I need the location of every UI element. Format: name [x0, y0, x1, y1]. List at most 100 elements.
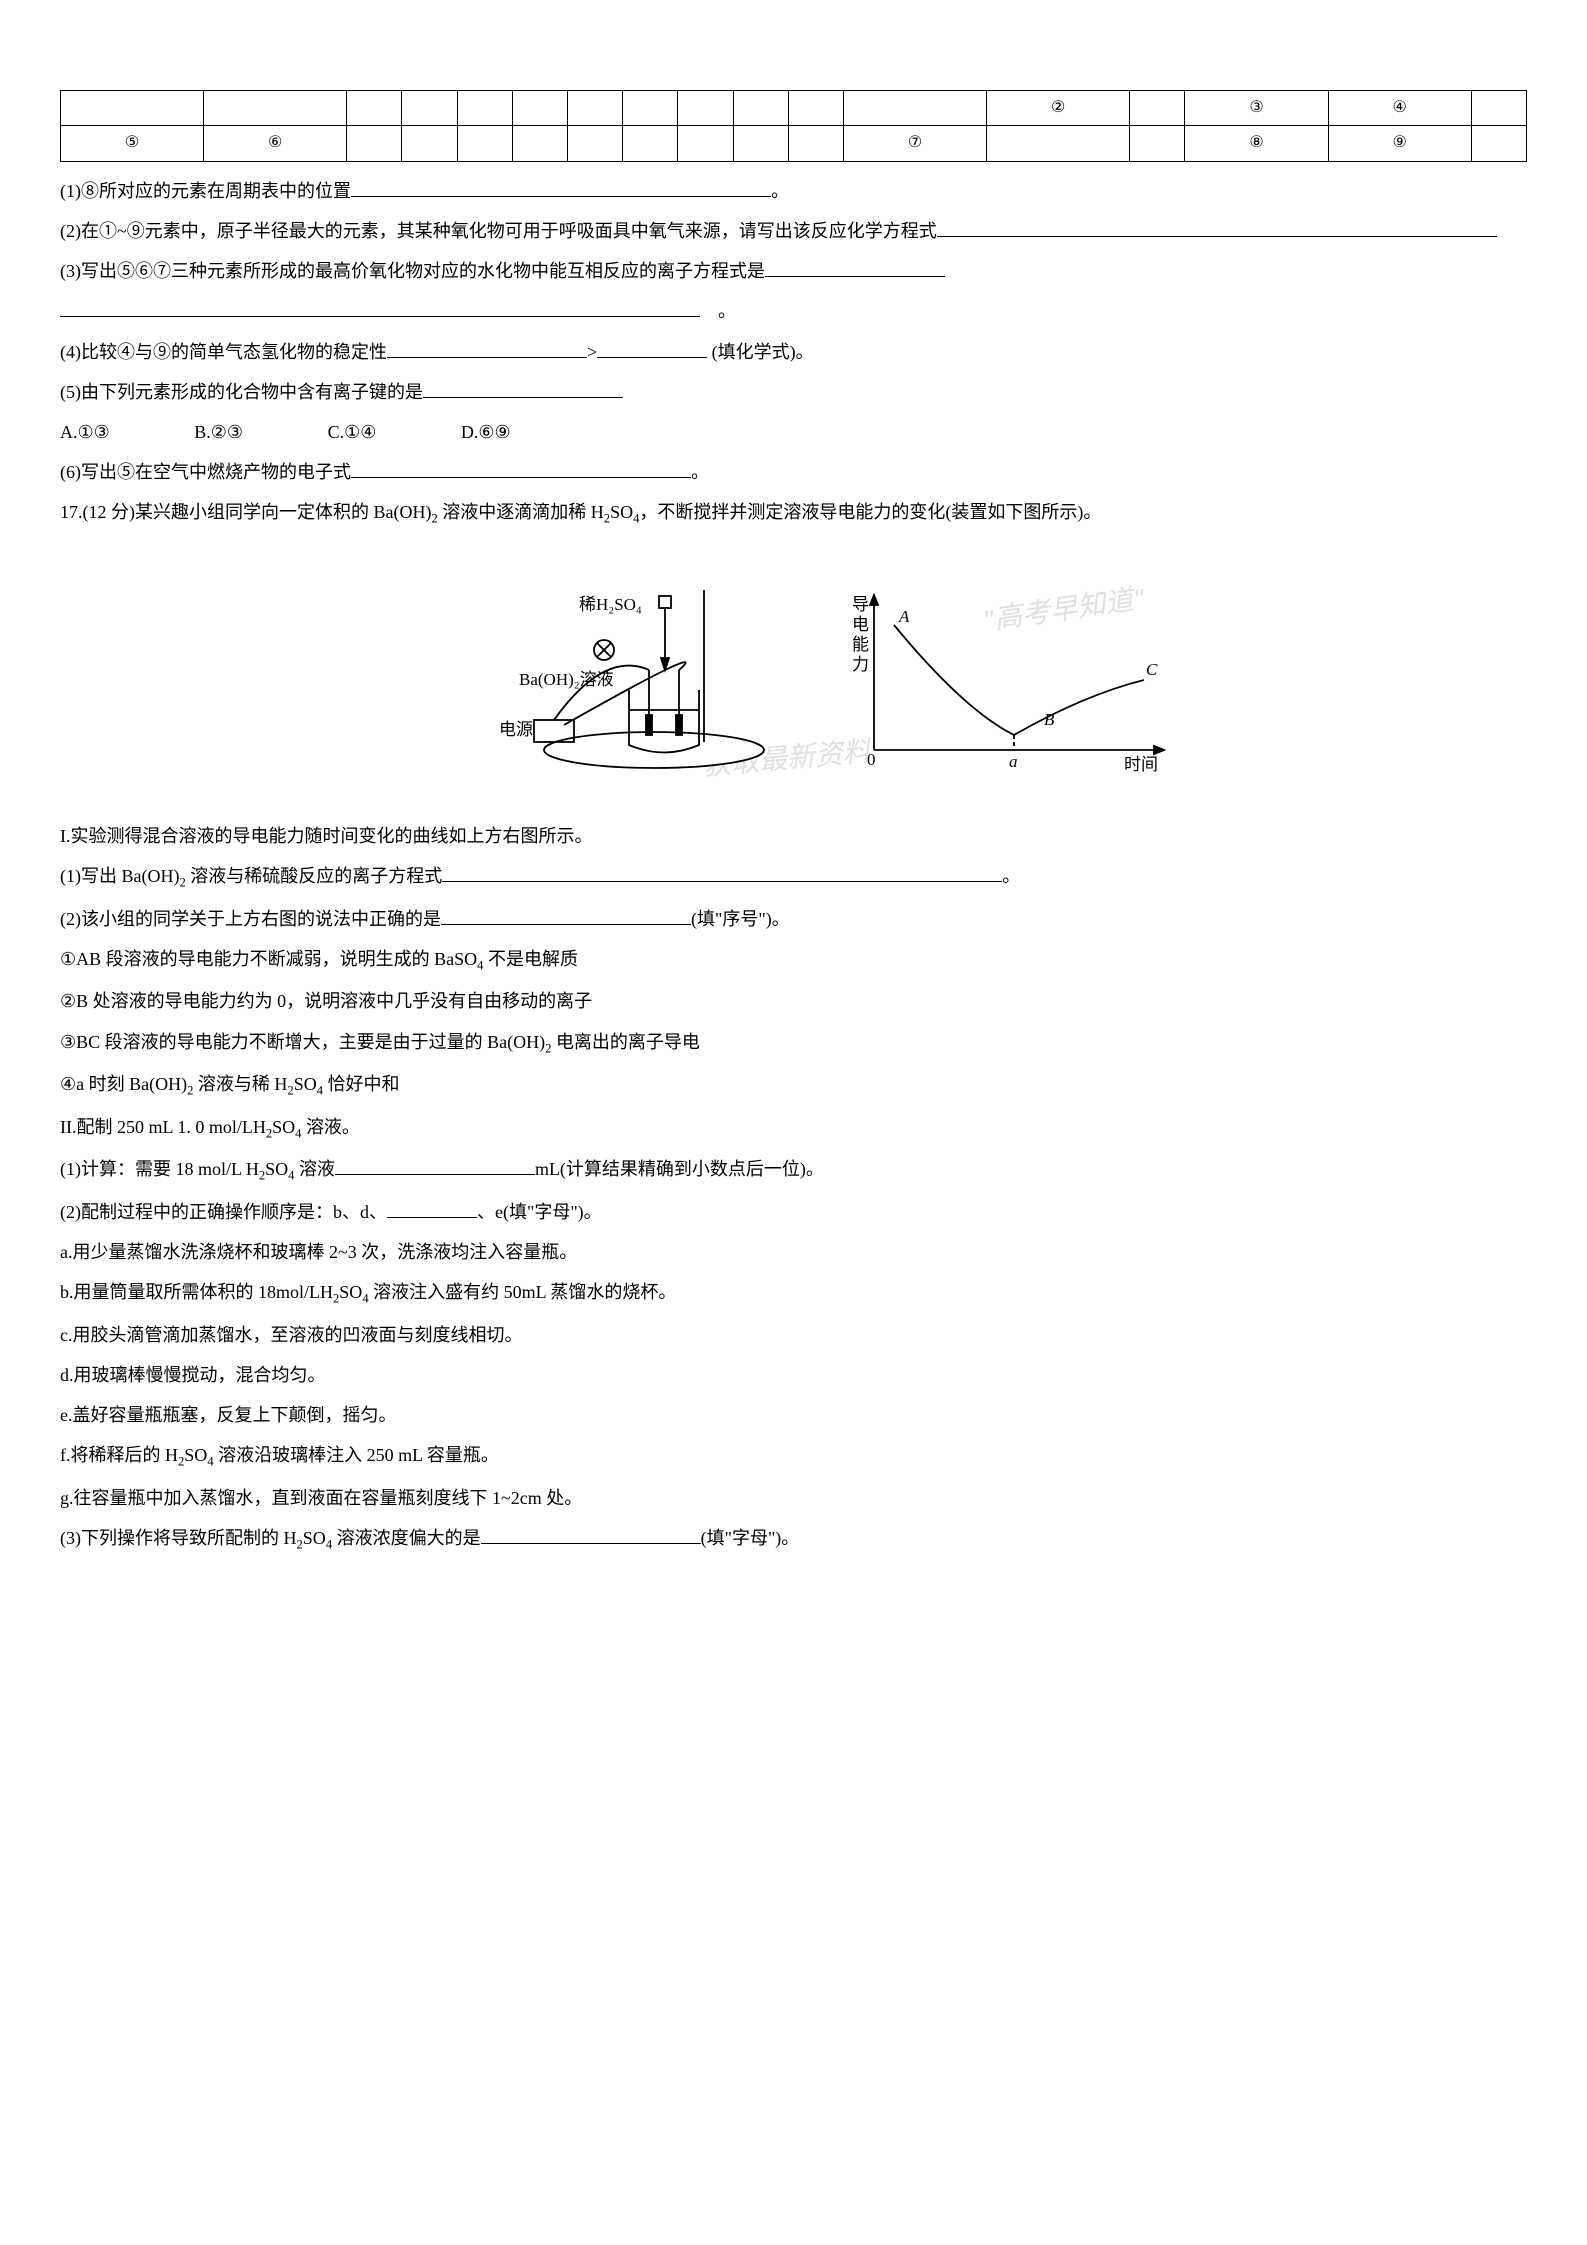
q1-text: (1)⑧所对应的元素在周期表中的位置 [60, 181, 351, 201]
cell [402, 91, 457, 126]
I1-a: (1)写出 Ba(OH) [60, 866, 179, 886]
table-row: ⑤ ⑥ ⑦ ⑧ ⑨ [61, 126, 1527, 161]
question-1: (1)⑧所对应的元素在周期表中的位置。 [60, 174, 1527, 208]
q4-b: > [587, 342, 597, 362]
q6-text: (6)写出⑤在空气中燃烧产物的电子式 [60, 462, 351, 482]
cell: ③ [1185, 91, 1328, 126]
label-h2so4: 稀H₂SO₄ [579, 595, 642, 614]
cell [568, 126, 623, 161]
cell [1471, 126, 1526, 161]
optc: c.用胶头滴管滴加蒸馏水，至溶液的凹液面与刻度线相切。 [60, 1325, 523, 1345]
question-2: (2)在①~⑨元素中，原子半径最大的元素，其某种氧化物可用于呼吸面具中氧气来源，… [60, 214, 1527, 248]
q17-a: 17.(12 分)某兴趣小组同学向一定体积的 Ba(OH) [60, 502, 431, 522]
optf-a: f.将稀释后的 H [60, 1445, 178, 1465]
cell [1130, 91, 1185, 126]
q6-end: 。 [691, 462, 709, 482]
answer-blank[interactable] [387, 1196, 477, 1218]
optd: d.用玻璃棒慢慢搅动，混合均匀。 [60, 1365, 326, 1385]
section-II: II.配制 250 mL 1. 0 mol/LH2SO4 溶液。 [60, 1110, 1527, 1147]
opt1-a: ①AB 段溶液的导电能力不断减弱，说明生成的 BaSO [60, 949, 477, 969]
cell [788, 126, 843, 161]
answer-blank[interactable] [60, 296, 700, 318]
opta: a.用少量蒸馏水洗涤烧杯和玻璃棒 2~3 次，洗涤液均注入容量瓶。 [60, 1242, 577, 1262]
question-5: (5)由下列元素形成的化合物中含有离子键的是 [60, 375, 1527, 409]
answer-blank[interactable] [441, 903, 691, 925]
question-6: (6)写出⑤在空气中燃烧产物的电子式 。 [60, 455, 1527, 489]
label-origin: 0 [867, 750, 876, 769]
label-a: a [1009, 752, 1018, 771]
cell [678, 126, 733, 161]
optb-b: SO [339, 1282, 362, 1302]
option-a: A.①③ [60, 415, 110, 449]
question-3b: 。 [60, 294, 1527, 328]
cell [512, 91, 567, 126]
I-q1: (1)写出 Ba(OH)2 溶液与稀硫酸反应的离子方程式。 [60, 859, 1527, 896]
answer-blank[interactable] [937, 215, 1497, 237]
cell [568, 91, 623, 126]
opt4-c: SO [294, 1074, 317, 1094]
answer-blank[interactable] [442, 861, 1002, 883]
opt4-a: ④a 时刻 Ba(OH) [60, 1074, 187, 1094]
optb-c: 溶液注入盛有约 50mL 蒸馏水的烧杯。 [369, 1282, 677, 1302]
label-A: A [898, 607, 910, 626]
option-d: D.⑥⑨ [461, 415, 511, 449]
question-3: (3)写出⑤⑥⑦三种元素所形成的最高价氧化物对应的水化物中能互相反应的离子方程式… [60, 254, 1527, 288]
label-y: 力 [852, 655, 869, 674]
cell [733, 126, 788, 161]
label-y: 电 [852, 615, 869, 634]
cell: ⑥ [204, 126, 347, 161]
cell [623, 91, 678, 126]
cell: ⑨ [1328, 126, 1471, 161]
answer-blank[interactable] [351, 175, 771, 197]
answer-blank[interactable] [351, 457, 691, 479]
I2-a: (2)该小组的同学关于上方右图的说法中正确的是 [60, 909, 441, 929]
II-optf: f.将稀释后的 H2SO4 溶液沿玻璃棒注入 250 mL 容量瓶。 [60, 1438, 1527, 1475]
q4-c: (填化学式)。 [707, 342, 814, 362]
cell [457, 126, 512, 161]
cell: ④ [1328, 91, 1471, 126]
cell [61, 91, 204, 126]
q2-text: (2)在①~⑨元素中，原子半径最大的元素，其某种氧化物可用于呼吸面具中氧气来源，… [60, 221, 937, 241]
II2-b: 、e(填"字母")。 [477, 1202, 602, 1222]
q17-b: 溶液中逐滴滴加稀 H [438, 502, 604, 522]
label-y: 导 [852, 595, 869, 614]
periodic-table: ② ③ ④ ⑤ ⑥ ⑦ ⑧ ⑨ [60, 90, 1527, 162]
table-row: ② ③ ④ [61, 91, 1527, 126]
watermark-icon: "高考早知道" [980, 583, 1146, 636]
I-opt2: ②B 处溶液的导电能力约为 0，说明溶液中几乎没有自由移动的离子 [60, 984, 1527, 1018]
answer-blank[interactable] [597, 336, 707, 358]
II2-a: (2)配制过程中的正确操作顺序是：b、d、 [60, 1202, 387, 1222]
label-x: 时间 [1124, 755, 1158, 774]
II-c: 溶液。 [301, 1117, 360, 1137]
cell: ② [987, 91, 1130, 126]
q17-d: ，不断搅拌并测定溶液导电能力的变化(装置如下图所示)。 [639, 502, 1101, 522]
cell [347, 126, 402, 161]
cell [733, 91, 788, 126]
cell [457, 91, 512, 126]
II3-d: (填"字母")。 [701, 1528, 800, 1548]
II1-d: mL(计算结果精确到小数点后一位)。 [535, 1159, 824, 1179]
label-y: 能 [852, 635, 869, 654]
answer-blank[interactable] [423, 376, 623, 398]
I2-b: (填"序号")。 [691, 909, 790, 929]
cell [678, 91, 733, 126]
I-q2: (2)该小组的同学关于上方右图的说法中正确的是 (填"序号")。 [60, 902, 1527, 936]
cell [623, 126, 678, 161]
q17-c: SO [610, 502, 633, 522]
II-optd: d.用玻璃棒慢慢搅动，混合均匀。 [60, 1358, 1527, 1392]
II1-b: SO [265, 1159, 288, 1179]
answer-blank[interactable] [387, 336, 587, 358]
answer-blank[interactable] [765, 256, 945, 278]
q3-end: 。 [718, 301, 736, 321]
opt4-b: 溶液与稀 H [193, 1074, 287, 1094]
II-a: II.配制 250 mL 1. 0 mol/LH [60, 1117, 266, 1137]
II-q1: (1)计算：需要 18 mol/L H2SO4 溶液mL(计算结果精确到小数点后… [60, 1152, 1527, 1189]
option-b: B.②③ [194, 415, 243, 449]
II-optc: c.用胶头滴管滴加蒸馏水，至溶液的凹液面与刻度线相切。 [60, 1318, 1527, 1352]
II3-b: SO [303, 1528, 326, 1548]
I-opt3: ③BC 段溶液的导电能力不断增大，主要是由于过量的 Ba(OH)2 电离出的离子… [60, 1025, 1527, 1062]
answer-blank[interactable] [335, 1154, 535, 1176]
I-label: I.实验测得混合溶液的导电能力随时间变化的曲线如上方右图所示。 [60, 826, 593, 846]
answer-blank[interactable] [481, 1522, 701, 1544]
I1-b: 溶液与稀硫酸反应的离子方程式 [186, 866, 443, 886]
